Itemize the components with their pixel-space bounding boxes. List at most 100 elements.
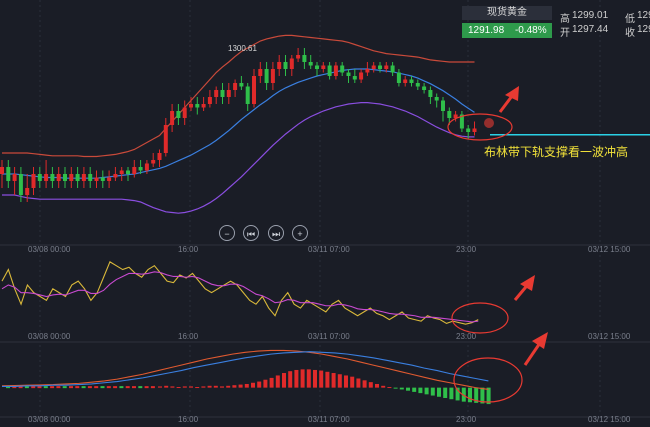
candle-body: [447, 111, 452, 118]
candle-body: [233, 83, 238, 90]
macd-bar: [424, 387, 429, 395]
macd-bar: [170, 386, 175, 388]
candle-body: [132, 167, 137, 174]
candle-body: [31, 174, 36, 188]
candle-body: [409, 79, 414, 83]
candle-body: [415, 83, 420, 87]
macd-bar: [387, 387, 392, 389]
macd-bar: [406, 387, 410, 391]
macd-bar: [288, 371, 293, 388]
macd-bar: [244, 383, 249, 388]
candle-body: [195, 104, 200, 108]
candle-body: [189, 104, 193, 108]
open-label: 开: [560, 28, 570, 39]
arrow-head: [505, 86, 519, 101]
x-tick-label: 03/08 00:00: [28, 245, 71, 254]
highlight-ellipse: [447, 113, 513, 141]
macd-bar: [282, 373, 286, 388]
candle-body: [441, 100, 445, 111]
close-value: 129: [637, 24, 650, 35]
candle-body: [25, 188, 30, 195]
x-tick-label: 03/08 00:00: [28, 332, 71, 341]
macd-bar: [37, 386, 42, 389]
candle-body: [144, 163, 149, 171]
macd-bar: [257, 381, 262, 388]
candle-body: [182, 107, 187, 118]
x-tick-label: 03/11 07:00: [308, 245, 350, 254]
candle-body: [327, 65, 332, 76]
candle-body: [252, 76, 256, 104]
macd-bar: [331, 373, 336, 388]
macd-bar: [443, 387, 448, 398]
macd-bar: [319, 370, 324, 388]
candle-body: [0, 167, 4, 174]
arrow-head: [532, 332, 548, 349]
candle-body: [352, 76, 357, 80]
macd-bar: [362, 380, 367, 388]
candle-body: [163, 125, 168, 153]
macd-bar: [81, 386, 86, 389]
macd-bar: [474, 387, 479, 403]
macd-bar: [50, 386, 55, 389]
macd-bar: [350, 376, 355, 388]
candle-body: [176, 111, 181, 118]
candle-body: [220, 90, 225, 97]
macd-bar: [368, 382, 373, 388]
candle-body: [100, 177, 105, 181]
macd-bar: [251, 382, 255, 388]
candle-body: [472, 128, 477, 132]
macd-bar: [94, 386, 99, 389]
skip-back-button[interactable]: ⏮: [243, 225, 259, 241]
candle-body: [75, 174, 80, 181]
close-label: 收: [625, 28, 635, 39]
macd-bar: [189, 386, 193, 388]
macd-bar: [87, 386, 92, 389]
oscillator-line-slow: [1, 271, 479, 323]
macd-bar: [437, 387, 441, 397]
high-value: 1299.01: [572, 10, 609, 21]
candle-body: [384, 65, 389, 69]
bollinger-lower: [2, 101, 475, 214]
macd-bar: [449, 387, 454, 400]
x-tick-label: 23:00: [456, 332, 477, 341]
candle-body: [88, 174, 93, 181]
candle-body: [170, 111, 175, 125]
candle-body: [371, 65, 376, 69]
bollinger-upper: [2, 34, 475, 158]
macd-bar: [486, 387, 491, 405]
x-tick-label: 03/12 15:00: [588, 332, 631, 341]
macd-bar: [182, 386, 187, 388]
candle-body: [126, 170, 130, 174]
macd-bar: [393, 387, 398, 389]
skip-back-icon: ⏮: [246, 229, 256, 239]
zoom-in-button[interactable]: +: [292, 225, 308, 241]
candle-body: [119, 170, 124, 174]
macd-bar: [325, 371, 330, 388]
macd-line-dif: [1, 349, 489, 391]
zoom-out-icon: −: [224, 229, 230, 239]
macd-bar: [69, 386, 73, 389]
candle-body: [289, 58, 294, 69]
macd-bar: [43, 386, 48, 389]
candle-body: [270, 69, 275, 83]
candle-body: [201, 104, 206, 108]
candle-body: [37, 174, 42, 181]
candle-body: [94, 177, 99, 181]
skip-forward-button[interactable]: ⏭: [268, 225, 284, 241]
instrument-title: 现货黄金: [462, 6, 552, 20]
zoom-out-button[interactable]: −: [219, 225, 235, 241]
x-tick-label: 23:00: [456, 415, 477, 424]
candle-body: [422, 86, 427, 90]
candle-body: [113, 174, 118, 178]
macd-bar: [62, 386, 67, 389]
glow-dot: [484, 118, 494, 128]
candle-body: [6, 167, 11, 181]
macd-bar: [201, 386, 206, 388]
candle-body: [453, 114, 458, 118]
open-value: 1297.44: [572, 24, 609, 35]
macd-bar: [468, 387, 472, 403]
x-tick-label: 16:00: [178, 415, 199, 424]
candle-body: [157, 153, 162, 160]
macd-bar: [75, 386, 80, 389]
x-tick-label: 23:00: [456, 245, 477, 254]
